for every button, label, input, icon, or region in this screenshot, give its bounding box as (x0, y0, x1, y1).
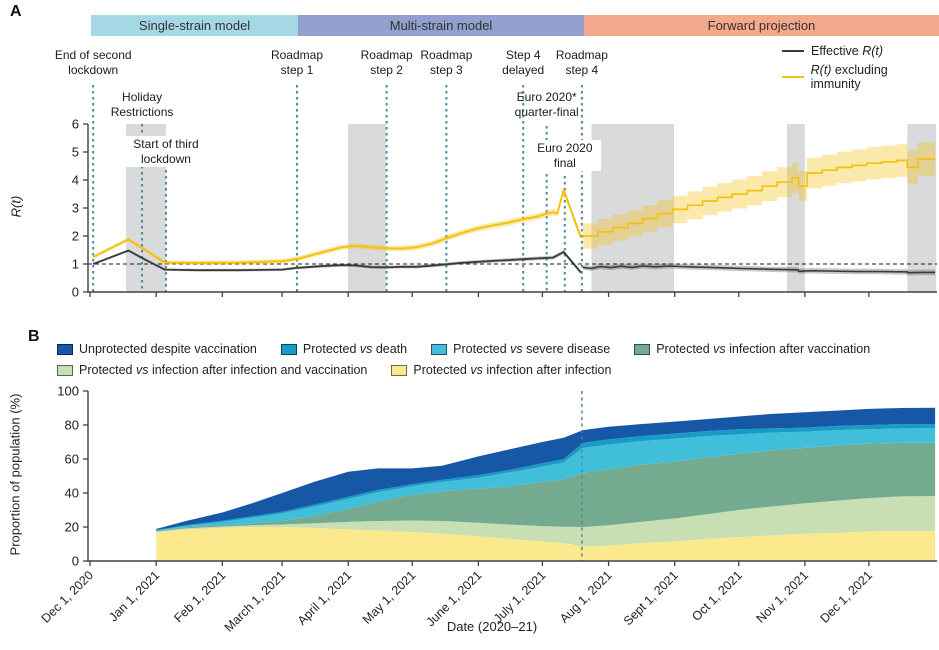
legend-label: Protected vs infection after infection a… (79, 363, 368, 377)
stacked-layer-protected-vs-infection-after-infection (156, 527, 936, 561)
panel-b-legend-item: Protected vs infection after infection a… (57, 363, 367, 377)
panel-b-x-tick-label: Feb 1, 2021 (171, 568, 228, 625)
annotation-label: Roadmap step 3 (420, 48, 473, 77)
effective-rt-projection-line (582, 265, 936, 274)
annotation-label: Euro 2020* quarter-final (514, 90, 579, 119)
shaded-event-band (591, 124, 675, 292)
panel-b-legend-item: Unprotected despite vaccination (57, 342, 257, 356)
panel-a-letter: A (10, 3, 22, 20)
banner-single-strain-model: Single-strain model (91, 15, 299, 36)
panel-b-legend-item: Protected vs severe disease (431, 342, 610, 356)
stacked-layer-protected-vs-death (156, 424, 936, 531)
annotation-label: Euro 2020 final (528, 140, 601, 172)
annotation-label: Roadmap step 2 (360, 48, 413, 77)
panel-b-x-tick-label: Aug 1, 2021 (557, 568, 615, 626)
x-axis-label: Date (2020–21) (446, 619, 538, 634)
legend-label: Protected vs death (302, 342, 408, 356)
panel-a-y-tick-label: 3 (72, 201, 79, 216)
panel-b-legend-item: Protected vs death (280, 342, 408, 356)
panel-b-y-tick-label: 40 (65, 486, 79, 501)
panel-b-x-tick-label: Dec 1, 2020 (39, 568, 97, 626)
panel-a-y-tick-label: 5 (72, 145, 79, 160)
stacked-layer-protected-vs-infection-after-infection-and-vaccination (156, 496, 936, 547)
legend-label: R(t) excluding immunity (810, 63, 888, 91)
legend-label: Protected vs infection after vaccination (656, 342, 871, 356)
panel-b-y-tick-label: 100 (57, 384, 79, 399)
panel-b-y-tick-label: 80 (65, 418, 79, 433)
panel-b-letter: B (28, 328, 40, 345)
legend-label: Protected vs infection after infection (413, 363, 612, 377)
legend-color-swatch (431, 343, 448, 355)
panel-a-legend-item: R(t) excluding immunity (782, 63, 939, 91)
panel-b-y-axis-label: Proportion of population (%) (7, 393, 23, 556)
effective-rt-line (92, 249, 582, 273)
panel-a-y-tick-label: 6 (72, 117, 79, 132)
panel-b-x-tick-label: April 1, 2021 (295, 568, 355, 628)
panel-b-x-tick-label: Sept 1, 2021 (621, 568, 681, 628)
panel-b-x-tick-label: July 1, 2021 (491, 568, 549, 626)
legend-color-swatch (391, 364, 408, 376)
stacked-layer-protected-vs-infection-after-vaccination (156, 442, 936, 532)
panel-b-legend-item: Protected vs infection after infection (391, 363, 611, 377)
panel-b-y-tick-label: 20 (65, 520, 79, 535)
banner-multi-strain-model: Multi-strain model (298, 15, 585, 36)
panel-a-y-tick-label: 2 (72, 229, 79, 244)
banner-forward-projection: Forward projection (584, 15, 939, 36)
panel-b-legend-row-2: Protected vs infection after infection a… (57, 363, 611, 377)
panel-b-legend-row-1: Unprotected despite vaccination Protected… (57, 342, 870, 356)
annotation-label: Roadmap step 4 (555, 48, 608, 77)
annotation-label: Start of third lockdown (117, 136, 214, 168)
panel-a-legend-item: Effective R(t) (782, 44, 939, 58)
annotation-label: Holiday Restrictions (110, 90, 174, 119)
panel-b-x-tick-label: Dec 1, 2021 (817, 568, 875, 626)
panel-a-y-tick-label: 4 (72, 173, 79, 188)
legend-label: Protected vs severe disease (453, 342, 611, 356)
legend-label: Effective R(t) (811, 44, 884, 58)
panel-a-y-tick-label: 0 (72, 285, 79, 300)
legend-color-swatch (280, 343, 297, 355)
panel-b-x-tick-label: Nov 1, 2021 (753, 568, 811, 626)
rt-excluding-immunity-projection-line (583, 158, 936, 237)
legend-color-swatch (57, 343, 73, 355)
annotation-label: Roadmap step 1 (270, 48, 323, 77)
panel-b-y-tick-label: 0 (72, 554, 79, 569)
panel-a-y-tick-label: 1 (72, 257, 79, 272)
shaded-event-band (786, 124, 805, 292)
banner-single-strain-label: Single-strain model (138, 18, 251, 33)
panel-a-legend: Effective R(t) R(t) excluding immunity (782, 44, 939, 96)
panel-b-x-tick-label: Oct 1, 2021 (689, 568, 745, 624)
legend-label: Unprotected despite vaccination (79, 342, 257, 356)
panel-b-x-tick-label: May 1, 2021 (360, 568, 419, 627)
legend-line-swatch (782, 50, 804, 52)
rt-excluding-immunity-projection-uncertainty-band (583, 142, 936, 249)
stacked-layer-protected-vs-severe-disease (156, 428, 936, 532)
rt-excluding-immunity-line (92, 188, 582, 264)
legend-line-swatch (782, 76, 804, 78)
panel-b-legend-item: Protected vs infection after vaccination (634, 342, 870, 356)
legend-color-swatch (57, 364, 73, 376)
panel-b-x-tick-label: March 1, 2021 (222, 568, 288, 634)
panel-a-y-axis-label: R(t) (8, 195, 24, 218)
panel-a-axes (87, 124, 937, 293)
banner-multi-strain-label: Multi-strain model (389, 18, 493, 33)
stacked-layer-unprotected-despite-vaccination (156, 407, 936, 531)
banner-forward-projection-label: Forward projection (707, 18, 816, 33)
panel-b-x-tick-label: Jan 1, 2021 (106, 568, 162, 624)
panel-b-y-tick-label: 60 (65, 452, 79, 467)
annotation-label: End of second lockdown (54, 48, 132, 77)
legend-color-swatch (634, 343, 651, 355)
annotation-label: Step 4 delayed (502, 48, 545, 77)
